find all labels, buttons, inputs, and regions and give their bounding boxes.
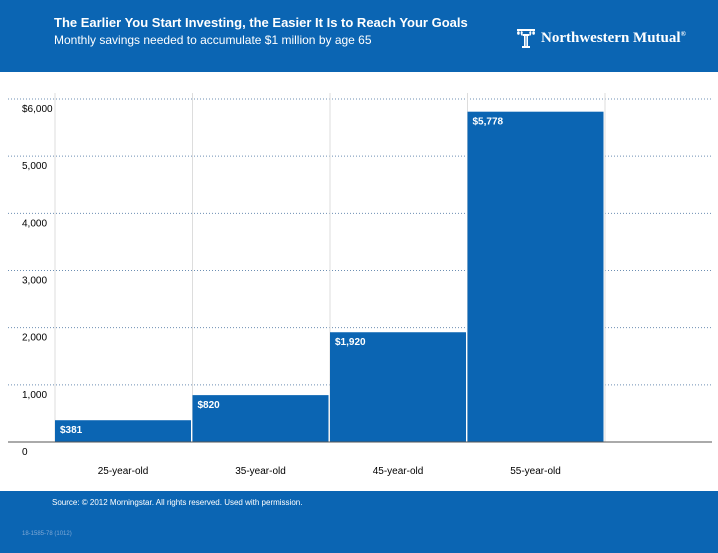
bars — [55, 111, 604, 442]
chart-title: The Earlier You Start Investing, the Eas… — [54, 15, 468, 30]
registered-mark: ® — [680, 29, 686, 38]
source-note: Source: © 2012 Morningstar. All rights r… — [52, 498, 303, 507]
x-axis-categories: 25-year-old 35-year-old 45-year-old 55-year… — [98, 466, 561, 477]
value-labels: $381 $820 $1,920 $5,778 — [60, 117, 504, 437]
category-label: 45-year-old — [373, 466, 424, 477]
logo-icon — [517, 29, 535, 48]
bar — [55, 420, 191, 442]
y-axis-ticks: 0 1,000 2,000 3,000 4,000 5,000 $6,000 — [22, 104, 53, 458]
bar-value-label: $5,778 — [473, 117, 504, 128]
bar — [467, 111, 604, 442]
y-tick-label: 2,000 — [22, 333, 47, 344]
y-tick-label: 5,000 — [22, 161, 47, 172]
bar — [330, 332, 466, 442]
y-tick-label: 1,000 — [22, 390, 47, 401]
bar-value-label: $820 — [198, 400, 221, 411]
y-tick-label: $6,000 — [22, 104, 53, 115]
brand-name: Northwestern Mutual® — [541, 30, 686, 47]
gridlines — [8, 93, 712, 442]
y-tick-label: 0 — [22, 447, 28, 458]
chart-subtitle: Monthly savings needed to accumulate $1 … — [54, 33, 372, 47]
document-id: 18-1585-78 (1012) — [22, 531, 72, 537]
category-label: 35-year-old — [235, 466, 286, 477]
brand-name-text: Northwestern Mutual — [541, 29, 681, 46]
bar-value-label: $1,920 — [335, 337, 366, 348]
footer-banner: Source: © 2012 Morningstar. All rights r… — [0, 491, 718, 553]
header-banner: The Earlier You Start Investing, the Eas… — [0, 0, 718, 72]
y-tick-label: 4,000 — [22, 218, 47, 229]
bar-value-label: $381 — [60, 425, 83, 436]
category-label: 55-year-old — [510, 466, 561, 477]
bar — [192, 395, 329, 442]
category-label: 25-year-old — [98, 466, 149, 477]
bar-chart: 0 1,000 2,000 3,000 4,000 5,000 $6,000 $381 $82… — [8, 93, 712, 477]
brand-logo: Northwestern Mutual® — [514, 25, 686, 51]
y-tick-label: 3,000 — [22, 276, 47, 287]
